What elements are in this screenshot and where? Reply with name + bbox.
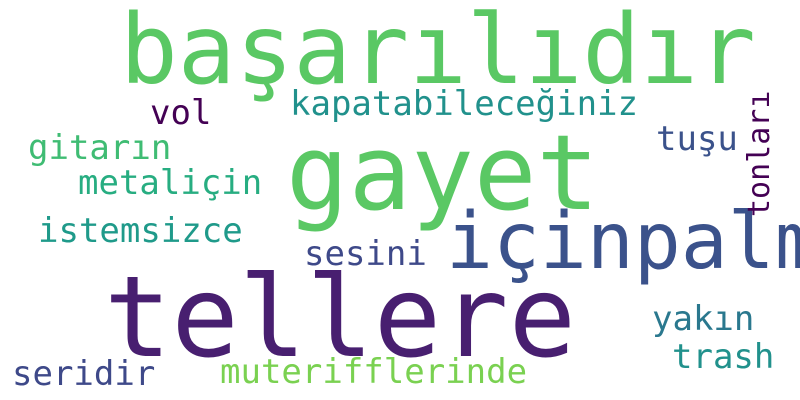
word-kapatabileceginiz: kapatabileceğiniz	[290, 84, 638, 124]
word-tonlari: tonları	[742, 90, 777, 217]
word-sesini: sesini	[304, 234, 427, 274]
word-muterifflerinde: muterifflerinde	[220, 352, 528, 392]
word-tusu: tuşu	[656, 119, 738, 159]
word-istemsizce: istemsizce	[38, 211, 243, 251]
word-tellere: tellere	[104, 253, 577, 383]
word-seridir: seridir	[12, 354, 156, 394]
word-vol: vol	[150, 93, 212, 133]
word-icinpalm: içinpalm	[446, 197, 800, 287]
word-yakin: yakın	[652, 299, 755, 339]
word-trash: trash	[672, 337, 775, 377]
word-gayet: gayet	[286, 112, 600, 234]
word-metalicin: metaliçin	[78, 163, 263, 203]
word-basarilidir: başarılıdır	[120, 0, 756, 106]
word-gitarin: gitarın	[28, 128, 172, 168]
